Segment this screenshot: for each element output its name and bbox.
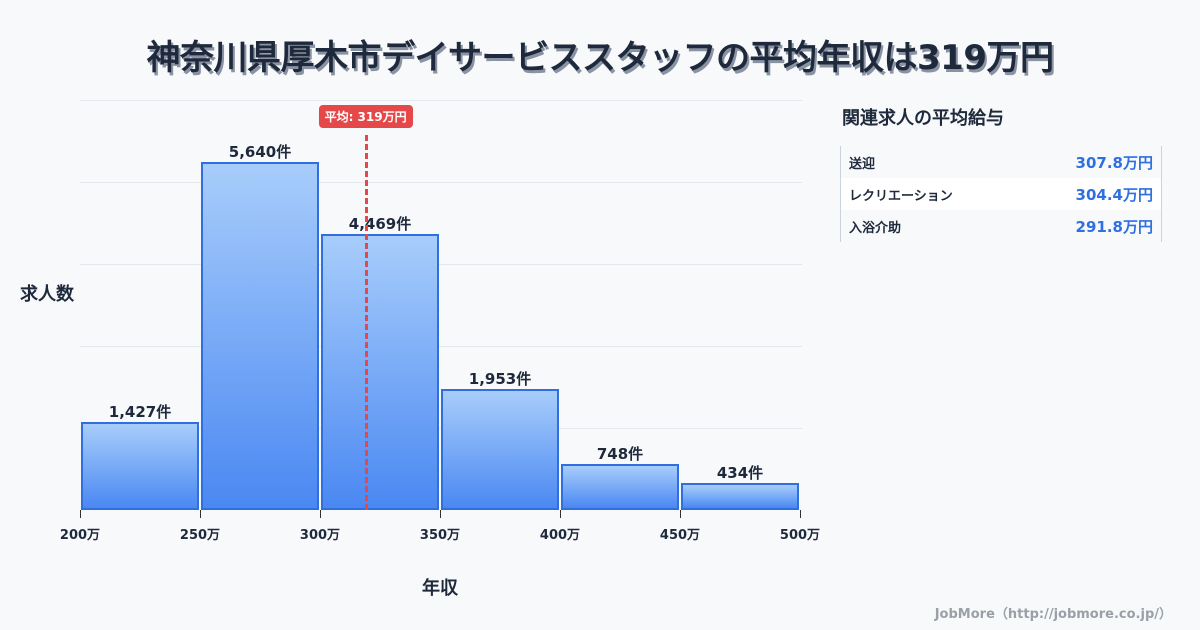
related-salary-table: 送迎 307.8万円 レクリエーション 304.4万円 入浴介助 291.8万円 [840, 146, 1162, 242]
histogram-bar [201, 161, 319, 510]
x-tick-label: 250万 [179, 528, 221, 543]
related-salary-row: レクリエーション 304.4万円 [841, 178, 1161, 210]
related-salary-row: 送迎 307.8万円 [841, 146, 1161, 178]
histogram-bar [81, 421, 199, 510]
related-salary-title: 関連求人の平均給与 [842, 108, 1004, 129]
histogram-bar [321, 234, 439, 510]
gridline [80, 100, 802, 101]
job-category-name: レクリエーション [849, 188, 953, 204]
x-tick [680, 510, 681, 518]
x-tick-label: 300万 [299, 528, 341, 543]
job-category-name: 入浴介助 [849, 220, 902, 236]
x-tick-label: 450万 [659, 528, 701, 543]
job-category-salary: 291.8万円 [1075, 217, 1153, 236]
job-category-name: 送迎 [849, 156, 876, 172]
bar-value-label: 5,640件 [228, 142, 292, 161]
page-title: 神奈川県厚木市デイサービススタッフの平均年収は319万円 [146, 38, 1054, 78]
histogram-chart: 1,427件 5,640件 4,469件 1,953件 748件 434件 200万 250万… [60, 100, 820, 543]
x-axis-label: 年収 [422, 578, 458, 599]
x-tick [440, 510, 441, 518]
x-tick-label: 350万 [419, 528, 461, 543]
y-axis-label: 求人数 [20, 284, 74, 305]
x-tick [80, 510, 81, 518]
average-badge: 平均: 319万円 [318, 105, 413, 128]
x-tick-label: 400万 [539, 528, 581, 543]
gridline [80, 264, 802, 265]
bar-value-label: 434件 [716, 464, 764, 483]
bar-value-label: 1,427件 [108, 402, 172, 421]
job-category-salary: 307.8万円 [1075, 153, 1153, 172]
gridline [80, 346, 802, 347]
gridline [80, 182, 802, 183]
bar-value-label: 1,953件 [468, 370, 532, 389]
source-credit: JobMore（http://jobmore.co.jp/） [934, 607, 1172, 622]
bar-value-label: 4,469件 [348, 215, 412, 234]
histogram-bar [441, 389, 559, 510]
histogram-bar [681, 483, 799, 510]
x-tick [200, 510, 201, 518]
job-category-salary: 304.4万円 [1075, 185, 1153, 204]
related-salary-row: 入浴介助 291.8万円 [841, 210, 1161, 242]
x-tick [800, 510, 801, 518]
average-line [364, 135, 368, 510]
histogram-bar [561, 463, 679, 510]
x-tick [320, 510, 321, 518]
x-tick-label: 500万 [779, 528, 821, 543]
x-tick [560, 510, 561, 518]
bar-value-label: 748件 [596, 444, 644, 463]
x-tick-label: 200万 [59, 528, 101, 543]
